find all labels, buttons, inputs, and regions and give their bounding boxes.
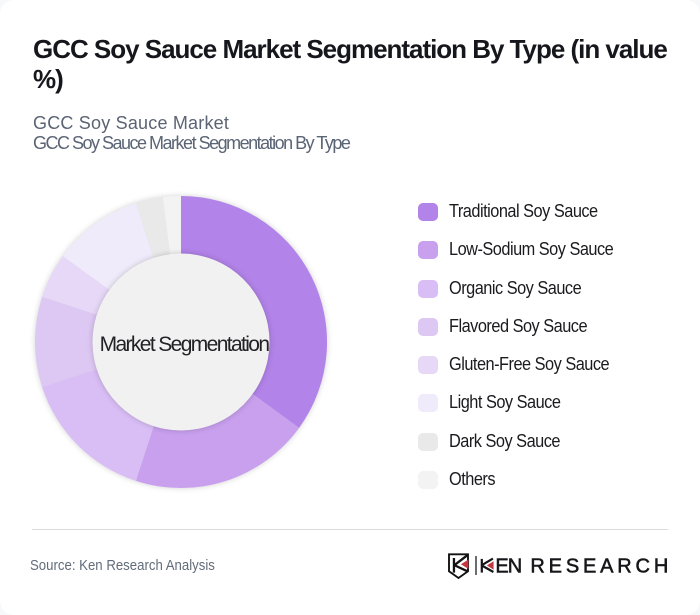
svg-text:RESEARCH: RESEARCH xyxy=(530,556,670,578)
svg-text:EN: EN xyxy=(495,556,521,578)
